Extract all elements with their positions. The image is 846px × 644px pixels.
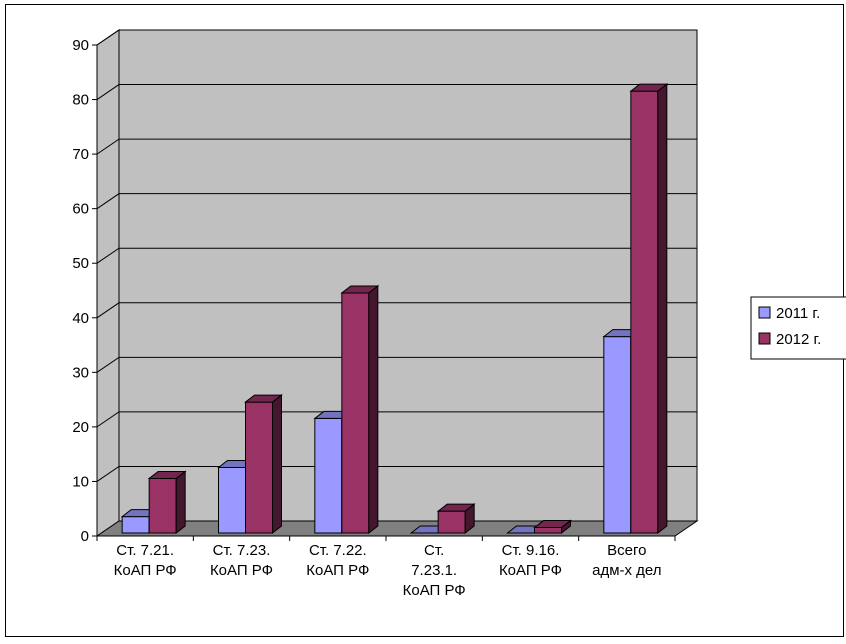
plot-area: 0 10 20 30 40 50 60 70 80 90 Ст. 7.21. КоАП РФ Ст. 7… (72, 29, 699, 599)
y-tick-label: 20 (72, 419, 89, 436)
bar-2012 (147, 470, 187, 535)
legend-swatch (758, 332, 771, 345)
bar-front (341, 292, 370, 534)
bar-side (175, 470, 186, 535)
x-tick-label: Ст. 7.23. КоАП РФ (210, 542, 273, 579)
gridline (96, 411, 697, 428)
bar-2012 (533, 519, 572, 535)
bar-front (603, 336, 632, 534)
x-tick-label: Ст. 7.21. КоАП РФ (114, 542, 177, 579)
bar-top (147, 470, 187, 479)
bar-top (533, 520, 572, 529)
chart-frame: 0 10 20 30 40 50 60 70 80 90 Ст. 7.21. КоАП РФ Ст. 7… (5, 4, 846, 637)
y-tick-label: 30 (72, 364, 89, 381)
bar-top (244, 394, 283, 403)
gridline (96, 138, 697, 155)
bar-2012 (340, 284, 380, 535)
x-tick-label: Ст. 7.22. КоАП РФ (306, 542, 369, 579)
y-tick-label: 60 (72, 201, 89, 218)
bar-front (437, 510, 466, 534)
legend-label: 2012 г. (776, 331, 821, 348)
bar-side (657, 83, 668, 535)
gridline (96, 465, 697, 482)
y-tick-label: 50 (72, 255, 89, 272)
bar-front (534, 527, 562, 534)
legend-label: 2011 г. (776, 305, 820, 322)
gridline (96, 29, 697, 46)
x-tick-label: Всего адм-х дел (592, 542, 661, 579)
x-tick-label: Ст. 7.23.1. КоАП РФ (403, 542, 466, 599)
gridline (96, 84, 697, 100)
gridline (96, 302, 697, 319)
y-tick-label: 10 (72, 473, 89, 490)
bar-2012 (629, 83, 669, 535)
bar-side (272, 394, 282, 535)
bar-2012 (436, 503, 476, 535)
bar-top (436, 503, 476, 512)
bar-top (629, 83, 669, 92)
y-tick-label: 70 (72, 146, 89, 163)
gridline (96, 356, 697, 373)
bar-side (368, 284, 379, 535)
bar-chart: 0 10 20 30 40 50 60 70 80 90 Ст. 7.21. КоАП РФ Ст. 7… (72, 29, 846, 599)
bar-front (630, 90, 659, 534)
bar-2012 (244, 394, 283, 535)
bar-front (218, 467, 246, 534)
y-tick-label: 40 (72, 310, 89, 327)
bar-front (121, 516, 150, 534)
y-tick-label: 80 (72, 92, 89, 109)
side-wall (96, 29, 120, 537)
gridline (96, 193, 697, 210)
bar-front (245, 401, 273, 534)
legend: 2011 г. 2012 г. (750, 296, 846, 360)
y-tick-label: 90 (72, 37, 89, 54)
bar-top (340, 285, 380, 294)
x-tick-label: Ст. 9.16. КоАП РФ (499, 542, 562, 579)
y-tick-label: 0 (81, 528, 89, 545)
bar-front (148, 477, 177, 534)
legend-swatch (758, 306, 771, 319)
bar-front (314, 417, 343, 534)
gridline (96, 247, 697, 264)
